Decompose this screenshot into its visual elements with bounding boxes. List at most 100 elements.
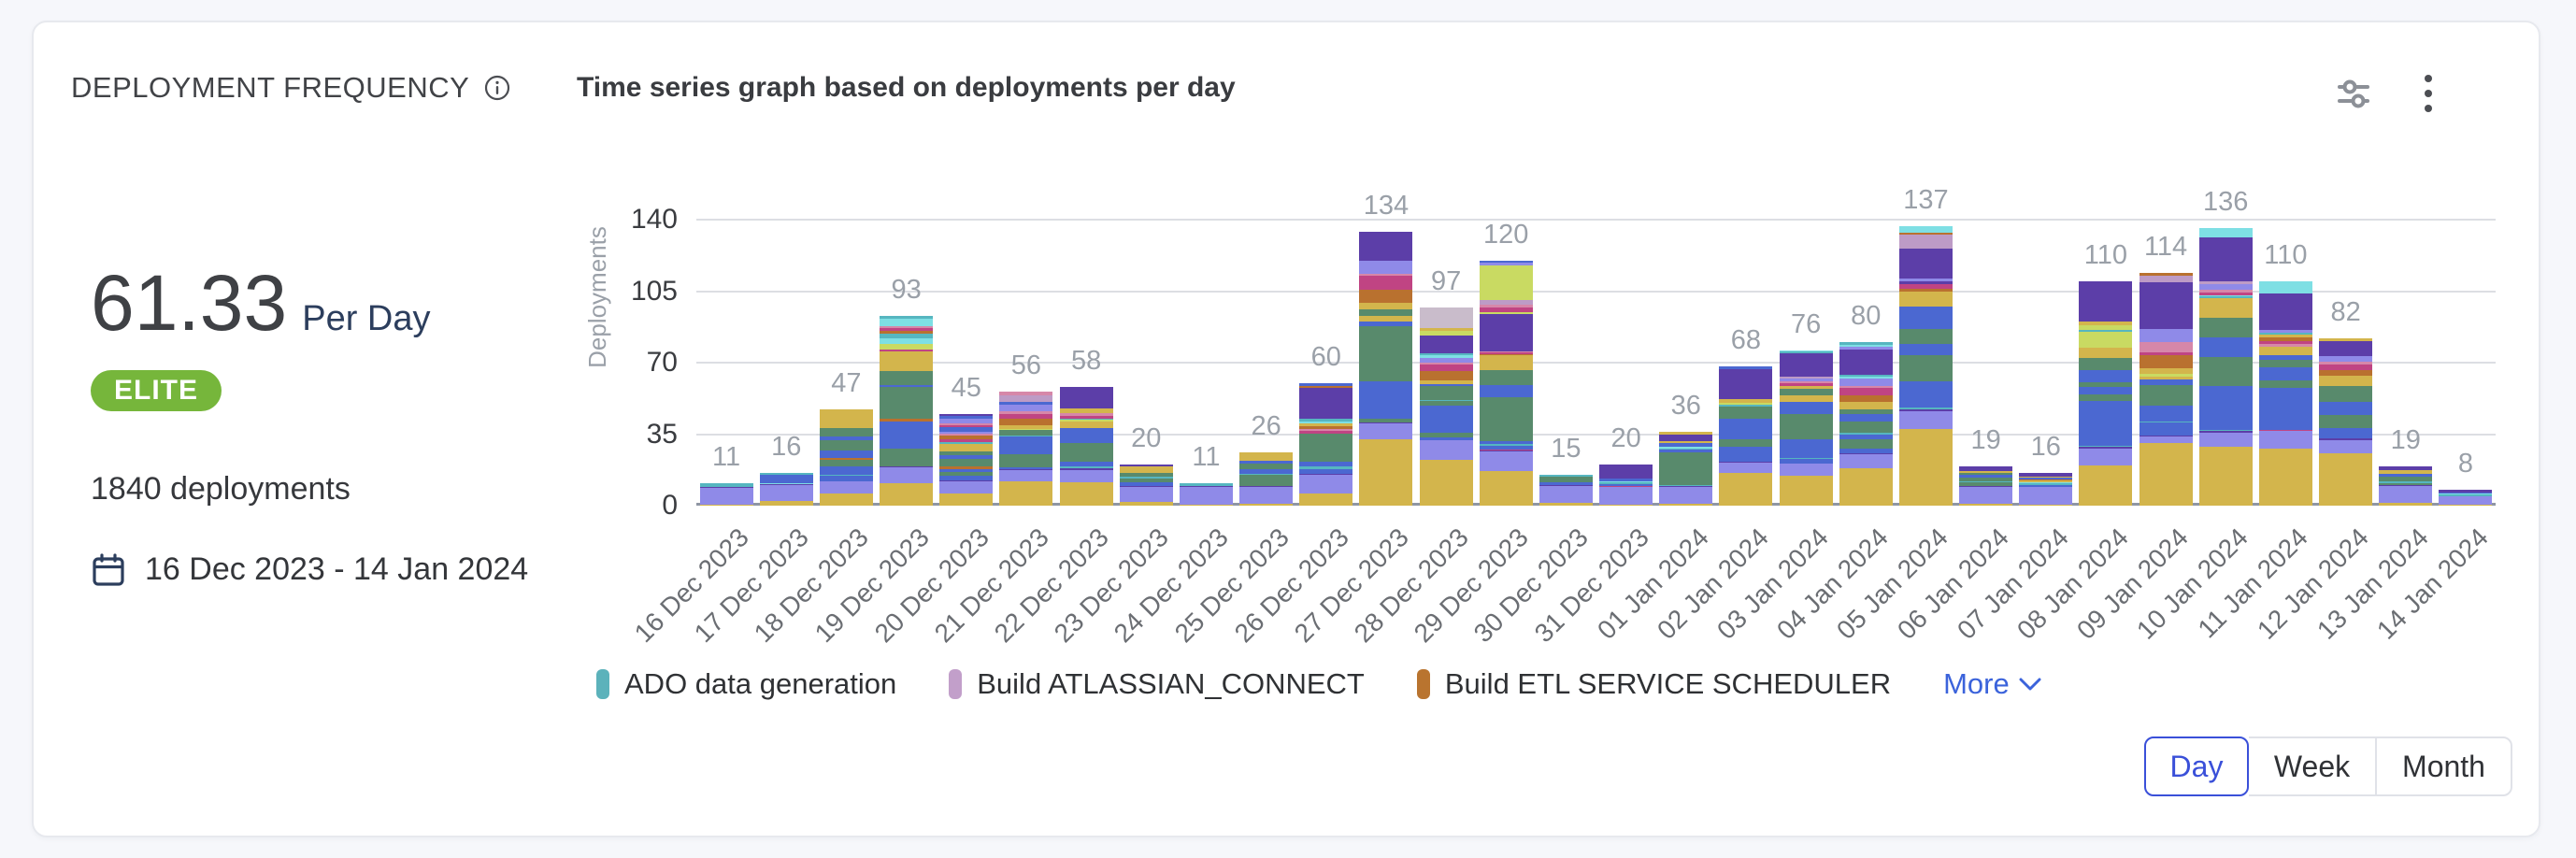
bar-segment[interactable] <box>1779 413 1833 440</box>
bar-segment[interactable] <box>699 488 753 505</box>
bar-segment[interactable] <box>1659 449 1713 452</box>
bar-segment[interactable] <box>1119 465 1173 467</box>
bar-segment[interactable] <box>819 460 873 466</box>
bar-segment[interactable] <box>2258 354 2312 361</box>
bar-segment[interactable] <box>1959 475 2013 478</box>
bar-segment[interactable] <box>1839 433 1893 435</box>
bar-segment[interactable] <box>2198 431 2253 433</box>
bar-segment[interactable] <box>1599 483 1653 487</box>
bar-segment[interactable] <box>1779 394 1833 403</box>
bar-segment[interactable] <box>1359 315 1413 322</box>
bar-segment[interactable] <box>2319 385 2373 402</box>
bar-segment[interactable] <box>819 457 873 461</box>
bar-31-dec-2023[interactable] <box>1599 465 1653 507</box>
bar-segment[interactable] <box>1599 481 1653 484</box>
bar-segment[interactable] <box>1419 330 1473 336</box>
bar-segment[interactable] <box>1359 422 1413 424</box>
bar-segment[interactable] <box>2439 496 2493 506</box>
bar-segment[interactable] <box>1299 468 1353 474</box>
bar-segment[interactable] <box>1659 487 1713 504</box>
bar-segment[interactable] <box>2079 322 2133 326</box>
bar-28-dec-2023[interactable] <box>1419 307 1473 506</box>
bar-segment[interactable] <box>1419 386 1473 400</box>
bar-segment[interactable] <box>939 413 994 416</box>
bar-segment[interactable] <box>1059 481 1113 506</box>
bar-segment[interactable] <box>2079 400 2133 446</box>
bar-segment[interactable] <box>1119 487 1173 502</box>
bar-segment[interactable] <box>1419 353 1473 356</box>
bar-segment[interactable] <box>1359 232 1413 261</box>
bar-segment[interactable] <box>1299 493 1353 506</box>
bar-segment[interactable] <box>2379 474 2433 478</box>
bar-segment[interactable] <box>880 343 934 350</box>
bar-segment[interactable] <box>1059 415 1113 419</box>
bar-segment[interactable] <box>1299 473 1353 475</box>
legend-more-link[interactable]: More <box>1943 667 2041 701</box>
bar-segment[interactable] <box>2079 386 2133 395</box>
bar-segment[interactable] <box>1779 388 1833 395</box>
bar-segment[interactable] <box>999 428 1053 430</box>
bar-segment[interactable] <box>1959 477 2013 482</box>
bar-segment[interactable] <box>939 436 994 440</box>
bar-segment[interactable] <box>2198 432 2253 448</box>
bar-segment[interactable] <box>1719 438 1773 447</box>
bar-segment[interactable] <box>759 475 813 483</box>
bar-segment[interactable] <box>2379 481 2433 483</box>
bar-segment[interactable] <box>999 395 1053 403</box>
bar-segment[interactable] <box>880 330 934 334</box>
bar-segment[interactable] <box>1719 406 1773 420</box>
bar-segment[interactable] <box>2079 449 2133 465</box>
bar-segment[interactable] <box>1119 466 1173 474</box>
bar-20-dec-2023[interactable] <box>939 413 994 506</box>
bar-segment[interactable] <box>1599 504 1653 507</box>
bar-segment[interactable] <box>1898 307 1953 329</box>
bar-segment[interactable] <box>1359 274 1413 277</box>
bar-segment[interactable] <box>880 337 934 344</box>
bar-segment[interactable] <box>2079 445 2133 448</box>
bar-segment[interactable] <box>1839 421 1893 434</box>
bar-segment[interactable] <box>1959 482 2013 487</box>
bar-segment[interactable] <box>1479 441 1533 445</box>
bar-segment[interactable] <box>2139 341 2193 353</box>
bar-segment[interactable] <box>880 384 934 388</box>
bar-segment[interactable] <box>1719 366 1773 370</box>
bar-segment[interactable] <box>2319 414 2373 428</box>
bar-segment[interactable] <box>1839 342 1893 345</box>
bar-segment[interactable] <box>2319 340 2373 357</box>
bar-segment[interactable] <box>1898 409 1953 411</box>
bar-segment[interactable] <box>1299 433 1353 463</box>
bar-segment[interactable] <box>2139 373 2193 378</box>
bar-segment[interactable] <box>1419 355 1473 358</box>
bar-segment[interactable] <box>880 387 934 419</box>
bar-segment[interactable] <box>939 458 994 467</box>
bar-segment[interactable] <box>1898 279 1953 282</box>
bar-segment[interactable] <box>2319 370 2373 376</box>
bar-segment[interactable] <box>880 371 934 385</box>
bar-segment[interactable] <box>1059 442 1113 462</box>
bar-segment[interactable] <box>759 500 813 506</box>
bar-segment[interactable] <box>1419 357 1473 363</box>
bar-segment[interactable] <box>1719 402 1773 406</box>
bar-segment[interactable] <box>1119 477 1173 479</box>
bar-segment[interactable] <box>1419 401 1473 407</box>
bar-segment[interactable] <box>1839 402 1893 409</box>
bar-segment[interactable] <box>1479 471 1533 507</box>
bar-segment[interactable] <box>1059 387 1113 409</box>
bar-segment[interactable] <box>1359 289 1413 303</box>
bar-30-dec-2023[interactable] <box>1538 475 1593 506</box>
bar-segment[interactable] <box>1779 376 1833 379</box>
bar-07-jan-2024[interactable] <box>2019 473 2073 506</box>
bar-segment[interactable] <box>1299 428 1353 432</box>
bar-segment[interactable] <box>880 319 934 326</box>
bar-segment[interactable] <box>1839 379 1893 386</box>
bar-segment[interactable] <box>1898 428 1953 507</box>
bar-segment[interactable] <box>2198 405 2253 431</box>
bar-segment[interactable] <box>1719 405 1773 407</box>
bar-segment[interactable] <box>2079 348 2133 359</box>
bar-segment[interactable] <box>1959 503 2013 506</box>
bar-segment[interactable] <box>2019 473 2073 478</box>
bar-03-jan-2024[interactable] <box>1779 350 1833 506</box>
bar-segment[interactable] <box>1419 437 1473 440</box>
bar-segment[interactable] <box>2079 358 2133 371</box>
bar-segment[interactable] <box>1479 384 1533 397</box>
